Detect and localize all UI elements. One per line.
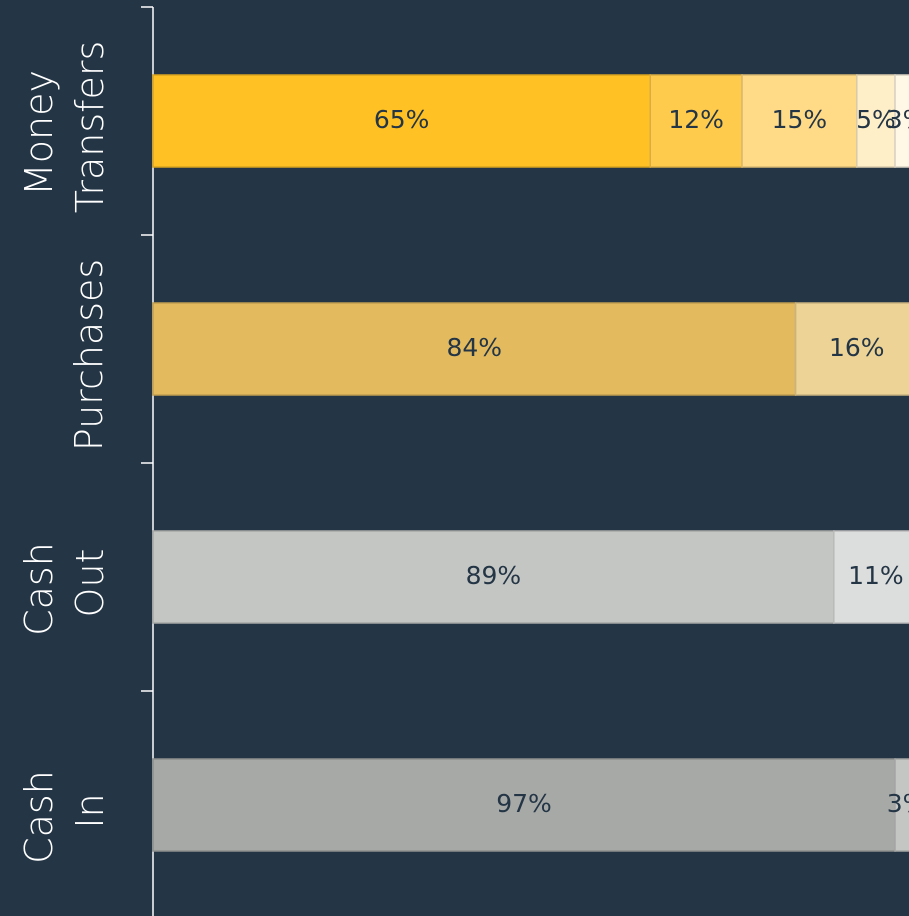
bar-segment bbox=[894, 74, 909, 168]
bar-segment bbox=[152, 302, 797, 396]
value-label: 3% bbox=[887, 105, 909, 134]
bar-segment bbox=[649, 74, 743, 168]
bar-segment bbox=[152, 758, 896, 852]
bar-segment bbox=[894, 758, 909, 852]
value-label: 89% bbox=[466, 561, 522, 590]
value-label: 5% bbox=[856, 105, 896, 134]
category-label: Purchases bbox=[67, 259, 111, 451]
value-label: 97% bbox=[496, 789, 552, 818]
value-label: 11% bbox=[848, 561, 904, 590]
bar-segment bbox=[152, 74, 651, 168]
bar-segment bbox=[794, 302, 909, 396]
bar-segment bbox=[856, 74, 896, 168]
value-label: 65% bbox=[374, 105, 430, 134]
value-label: 3% bbox=[887, 789, 909, 818]
value-label: 15% bbox=[772, 105, 828, 134]
category-label: Money Transfers bbox=[17, 41, 112, 214]
value-label: 16% bbox=[829, 333, 885, 362]
value-label: 84% bbox=[447, 333, 503, 362]
bar-segment bbox=[152, 530, 835, 624]
category-label: Cash Out bbox=[17, 530, 112, 636]
value-label: 12% bbox=[668, 105, 724, 134]
category-label: Cash In bbox=[17, 758, 112, 864]
bar-segment bbox=[833, 530, 909, 624]
